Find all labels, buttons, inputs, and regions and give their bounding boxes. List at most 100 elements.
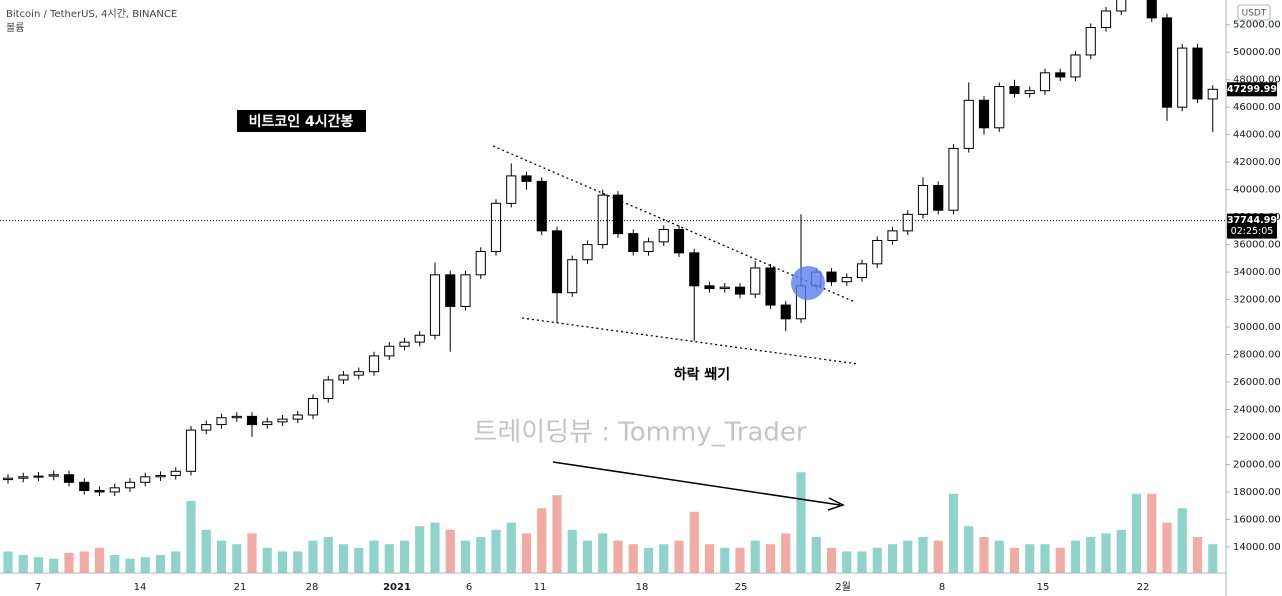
volume-bar <box>750 540 760 573</box>
candle-body <box>1039 72 1051 92</box>
y-tick-label: 36000.00 <box>1233 240 1281 251</box>
y-tick-label: 28000.00 <box>1233 350 1281 361</box>
volume-bar <box>277 551 288 573</box>
y-tick-label: 50000.00 <box>1233 47 1281 58</box>
volume-bar <box>643 547 654 573</box>
volume-bar <box>3 551 13 573</box>
volume-bar <box>781 533 791 573</box>
candle-body <box>79 481 90 492</box>
candle-body <box>262 421 273 426</box>
volume-bar <box>64 552 74 573</box>
candle-layer <box>2 0 1218 497</box>
candle-body <box>1100 10 1112 28</box>
volume-bar <box>430 522 440 573</box>
y-tick-label: 18000.00 <box>1233 487 1281 498</box>
candle-body <box>124 481 136 489</box>
x-tick-label: 28 <box>306 582 319 593</box>
candle-body <box>536 180 547 232</box>
candle-body <box>551 230 563 294</box>
y-tick-label: 44000.00 <box>1233 130 1281 141</box>
x-tick-label: 6 <box>466 582 472 593</box>
wedge-upper-line <box>492 145 856 303</box>
volume-bar <box>933 540 943 573</box>
candle-body <box>1207 88 1218 100</box>
candle-body <box>1009 86 1020 94</box>
y-tick-label: 22000.00 <box>1233 432 1281 443</box>
volume-bar <box>247 533 257 573</box>
candle-body <box>841 277 852 283</box>
volume-bar <box>628 544 638 573</box>
candle-body <box>384 345 395 357</box>
volume-bar <box>826 547 837 573</box>
candle-body <box>368 355 380 373</box>
candle-body <box>1024 90 1035 94</box>
volume-bar <box>1101 533 1111 573</box>
candle-body <box>765 267 776 306</box>
volume-bar <box>445 529 455 573</box>
y-tick-label: 26000.00 <box>1233 377 1281 388</box>
y-tick-label: 20000.00 <box>1233 459 1281 470</box>
volume-bar <box>1025 544 1035 573</box>
volume-bar <box>1208 544 1218 573</box>
volume-bar <box>567 529 577 573</box>
candle-body <box>414 334 425 343</box>
volume-bar <box>293 551 303 573</box>
volume-bar <box>613 540 623 573</box>
candle-body <box>323 379 334 399</box>
currency-label: USDT <box>1242 9 1267 19</box>
candle-body <box>780 304 791 320</box>
candle-body <box>567 259 578 294</box>
chart-title: Bitcoin / TetherUS, 4시간, BINANCE <box>6 8 177 20</box>
volume-bar <box>1162 522 1172 573</box>
volume-bar <box>79 551 89 573</box>
arrow-head <box>827 497 845 511</box>
y-tick-label: 30000.00 <box>1233 322 1281 333</box>
y-tick-label: 40000.00 <box>1233 185 1281 196</box>
candle-body <box>201 424 212 431</box>
candle-body <box>1070 54 1081 78</box>
volume-bar <box>216 540 227 573</box>
candle-body <box>292 414 303 420</box>
candle-body <box>109 487 120 493</box>
volume-bar <box>232 544 242 573</box>
candle-body <box>917 185 929 215</box>
x-tick-label: 11 <box>534 582 547 593</box>
candle-body <box>1192 47 1203 100</box>
candle-body <box>963 99 974 149</box>
candle-body <box>155 474 166 478</box>
candle-body <box>1161 17 1173 108</box>
candle-body <box>1085 26 1096 56</box>
volume-bar <box>582 540 593 573</box>
volume-bar <box>521 533 532 573</box>
volume-bar <box>659 544 669 573</box>
candle-body <box>231 415 242 419</box>
x-tick-label: 2021 <box>383 582 411 593</box>
candle-body <box>1055 72 1066 78</box>
candle-body <box>2 477 14 481</box>
candle-body <box>673 228 685 254</box>
candle-body <box>170 470 181 476</box>
volume-bar <box>842 551 852 573</box>
candle-body <box>948 147 959 211</box>
candle-body <box>307 397 319 416</box>
candle-body <box>63 474 75 483</box>
volume-bar <box>49 558 59 573</box>
x-tick-label: 2월 <box>835 581 851 593</box>
volume-bar <box>857 551 867 573</box>
candle-body <box>140 476 151 483</box>
volume-bar <box>476 537 486 573</box>
y-tick-label: 16000.00 <box>1233 514 1281 525</box>
volume-bar <box>704 544 715 573</box>
wedge-lower-line <box>521 317 859 365</box>
last-price-box <box>1227 82 1277 97</box>
volume-bar <box>1070 540 1081 573</box>
x-tick-label: 7 <box>35 582 41 593</box>
volume-bar <box>1086 537 1096 573</box>
volume-bar <box>903 540 913 573</box>
x-tick-label: 21 <box>234 582 247 593</box>
volume-bar <box>964 526 974 573</box>
volume-bar <box>1009 547 1020 573</box>
candle-body <box>506 175 517 204</box>
volume-bar <box>18 555 28 573</box>
volume-bar <box>1147 493 1157 573</box>
